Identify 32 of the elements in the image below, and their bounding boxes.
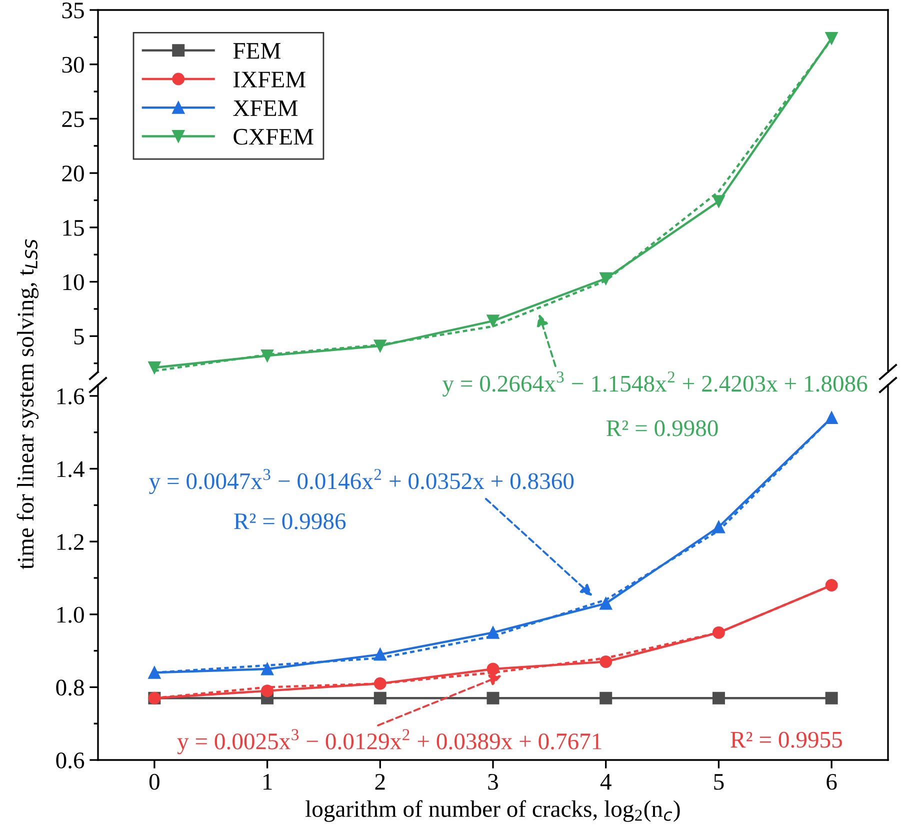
y-tick-label: 1.6 (57, 388, 84, 404)
legend-label: FEM (233, 43, 281, 59)
y-tick-label: 1.2 (57, 534, 84, 550)
annotation: y = 0.2664x$^{3}$ − 1.1548x$^{2}$ + 2.4203x + 1.8086 (442, 371, 868, 397)
y-tick-label: 1.0 (57, 606, 84, 623)
legend-label: XFEM (233, 100, 298, 116)
annotation: R² = 0.9986 (234, 513, 346, 530)
y-tick-label: 30 (62, 56, 84, 73)
x-tick-label: 0 (149, 774, 160, 790)
x-axis-title: logarithm of number of cracks, log$_{2}$(n$_{c}$) (306, 800, 680, 822)
x-tick-label: 3 (488, 774, 498, 790)
annotation: R² = 0.9955 (730, 732, 842, 748)
x-tick-label: 1 (263, 774, 272, 790)
y-tick-label: 0.8 (56, 680, 84, 696)
x-tick-label: 2 (375, 774, 385, 790)
y-tick-label: 0.6 (56, 752, 84, 769)
y-tick-label: 1.4 (57, 461, 84, 478)
x-tick-label: 6 (826, 774, 837, 790)
y-axis-title: time for linear system solving, t$_{LSS}$ (16, 239, 39, 570)
y-tick-label: 5 (74, 328, 84, 345)
x-tick-label: 5 (714, 774, 724, 790)
x-tick-label: 4 (600, 774, 612, 790)
annotation: R² = 0.9980 (606, 420, 718, 436)
y-tick-label: 10 (63, 274, 84, 290)
annotation: y = 0.0047x$^{3}$ − 0.0146x$^{2}$ + 0.0352x + 0.8360 (149, 468, 574, 494)
legend-label: IXFEM (234, 72, 306, 88)
annotation: y = 0.0025x$^{3}$ − 0.0129x$^{2}$ + 0.0389x + 0.7671 (177, 729, 602, 754)
y-tick-label: 25 (62, 111, 84, 128)
y-tick-label: 20 (62, 166, 84, 182)
legend-label: CXFEM (234, 128, 314, 145)
y-tick-label: 35 (62, 2, 84, 18)
y-tick-label: 15 (63, 220, 84, 236)
